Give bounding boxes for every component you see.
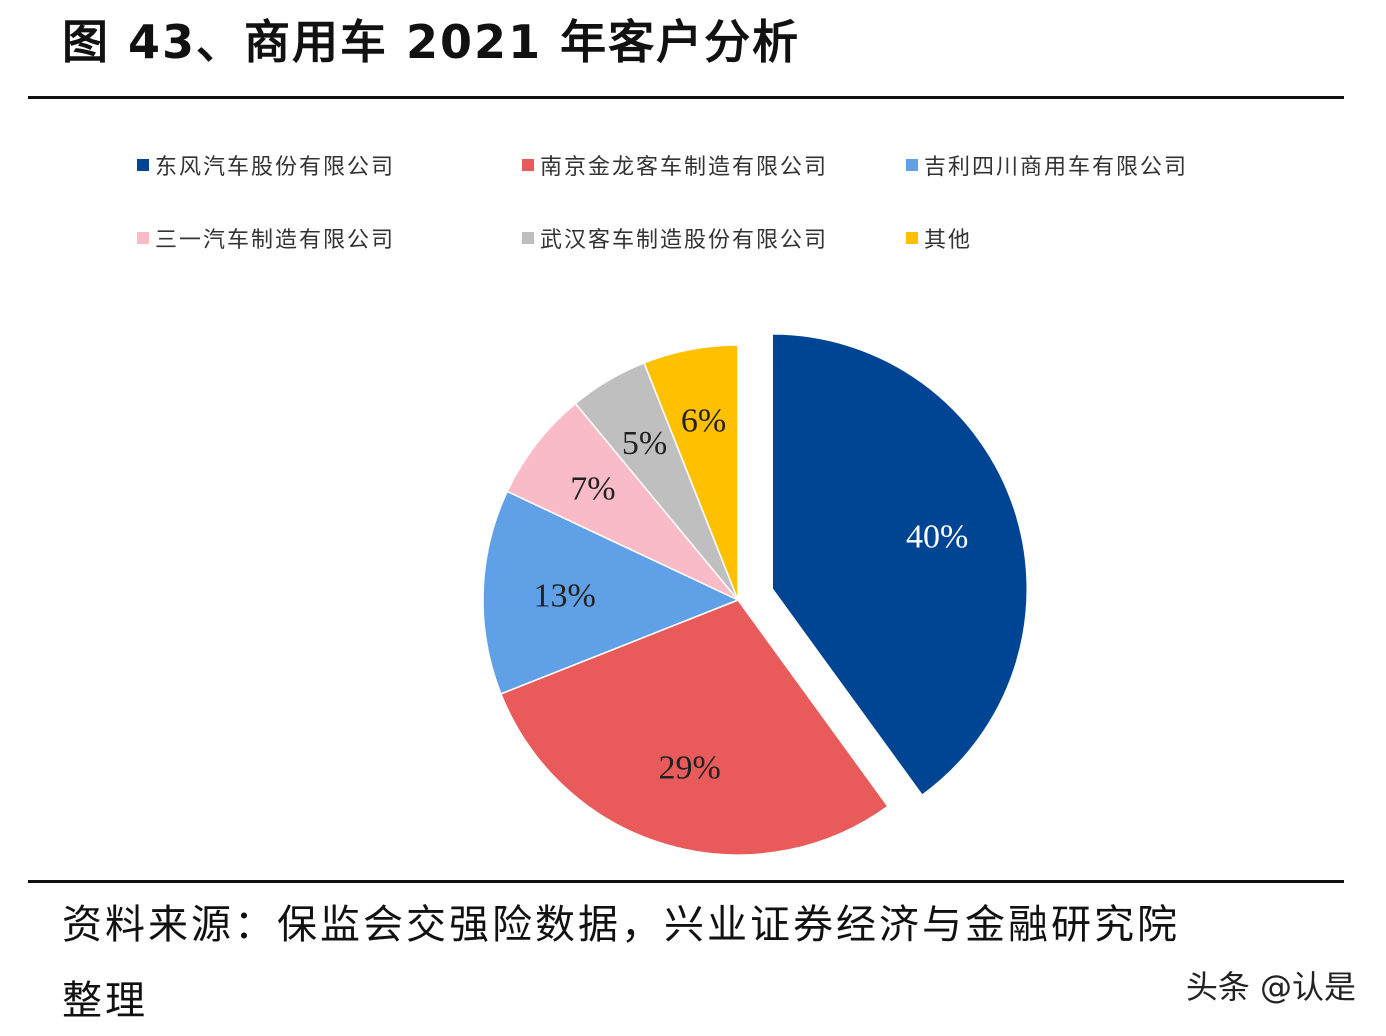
legend-swatch: [522, 159, 534, 171]
source-note-cont: 整理: [62, 978, 148, 1024]
legend-swatch: [137, 232, 149, 244]
top-rule: [28, 96, 1344, 99]
slice-label: 5%: [622, 425, 667, 462]
legend-item: 吉利四川商用车有限公司: [906, 149, 1188, 181]
legend-item: 东风汽车股份有限公司: [137, 149, 395, 181]
legend-item: 三一汽车制造有限公司: [137, 222, 395, 254]
slice-label: 6%: [681, 403, 726, 440]
slice-label: 29%: [658, 750, 720, 787]
legend-swatch: [906, 159, 918, 171]
pie-slice: [482, 490, 740, 695]
legend-swatch: [522, 232, 534, 244]
legend-label: 三一汽车制造有限公司: [155, 228, 396, 253]
figure-title: 图 43、商用车 2021 年客户分析: [62, 15, 801, 69]
legend-item: 南京金龙客车制造有限公司: [522, 149, 828, 181]
slice-label: 13%: [534, 578, 596, 615]
legend-swatch: [137, 159, 149, 171]
legend-label: 武汉客车制造股份有限公司: [540, 228, 829, 253]
legend-item: 武汉客车制造股份有限公司: [522, 222, 828, 254]
legend-item: 其他: [906, 222, 972, 254]
source-note: 资料来源：保监会交强险数据，兴业证券经济与金融研究院: [62, 902, 1180, 948]
watermark: 头条 @认是: [1185, 968, 1356, 1006]
pie-slice: [771, 333, 1028, 797]
slice-label: 40%: [906, 518, 968, 555]
slice-label: 7%: [570, 470, 615, 507]
legend-label: 东风汽车股份有限公司: [155, 155, 396, 180]
legend-label: 吉利四川商用车有限公司: [924, 155, 1189, 180]
legend-swatch: [906, 232, 918, 244]
bottom-rule: [28, 880, 1344, 883]
pie-slice: [643, 344, 739, 601]
pie-slice: [506, 402, 739, 601]
pie-slice: [499, 599, 889, 856]
legend-label: 其他: [924, 228, 973, 253]
legend-label: 南京金龙客车制造有限公司: [540, 155, 829, 180]
